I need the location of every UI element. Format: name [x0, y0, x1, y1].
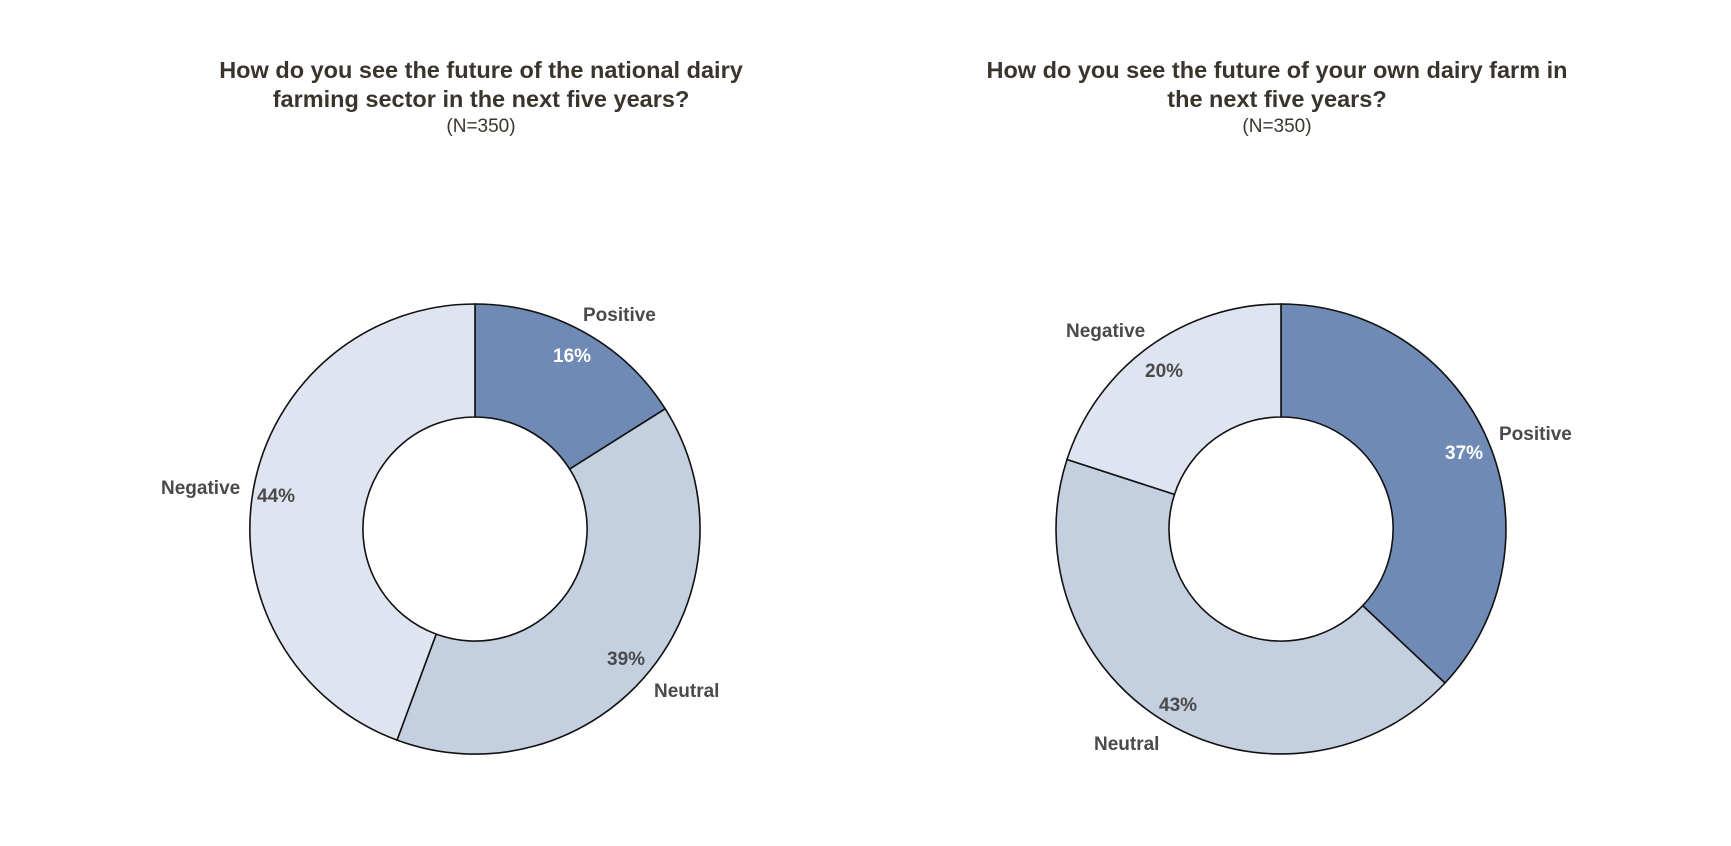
donut-national	[249, 303, 701, 755]
chart-panel-national: How do you see the future of the nationa…	[0, 0, 865, 846]
label-negative-pct: 44%	[257, 486, 295, 507]
chart-subtitle: (N=350)	[446, 116, 516, 137]
chart-title-line2: farming sector in the next five years?	[272, 86, 690, 112]
slice-positive	[474, 303, 667, 471]
label-positive: Positive	[583, 305, 656, 326]
chart-subtitle: (N=350)	[1242, 116, 1312, 137]
label-positive: Positive	[1499, 424, 1572, 445]
label-positive-pct: 16%	[553, 346, 591, 367]
chart-title-block: How do you see the future of the nationa…	[54, 56, 908, 139]
chart-title-line2: the next five years?	[1167, 86, 1387, 112]
slice-negative	[1065, 303, 1282, 496]
chart-title: How do you see the future of the nationa…	[54, 56, 908, 114]
chart-title: How do you see the future of your own da…	[860, 56, 1694, 114]
chart-title-line1: How do you see the future of your own da…	[986, 57, 1568, 83]
label-neutral: Neutral	[1094, 734, 1159, 755]
label-neutral: Neutral	[654, 681, 719, 702]
slice-neutral	[395, 407, 701, 755]
label-negative-pct: 20%	[1145, 361, 1183, 382]
label-neutral-pct: 39%	[607, 649, 645, 670]
donut-own-farm	[1055, 303, 1507, 755]
label-negative: Negative	[1066, 321, 1145, 342]
label-negative: Negative	[161, 478, 240, 499]
slice-positive	[1280, 303, 1507, 685]
chart-title-line1: How do you see the future of the nationa…	[219, 57, 743, 83]
chart-title-block: How do you see the future of your own da…	[860, 56, 1694, 139]
label-neutral-pct: 43%	[1159, 695, 1197, 716]
label-positive-pct: 37%	[1445, 443, 1483, 464]
chart-panel-own-farm: How do you see the future of your own da…	[866, 0, 1731, 846]
slice-negative	[249, 303, 476, 742]
slice-neutral	[1055, 458, 1447, 755]
